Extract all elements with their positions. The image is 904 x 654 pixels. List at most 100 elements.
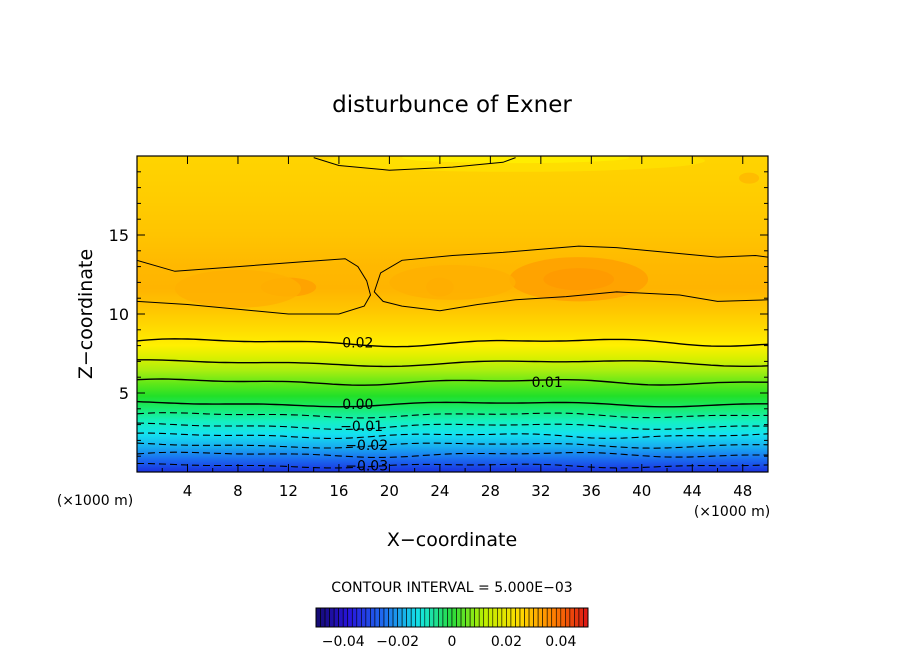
colorbar-swatch	[497, 607, 503, 628]
contour-lines	[137, 157, 768, 469]
contour-label: 0.01	[532, 375, 563, 391]
x-tick-label: 20	[380, 482, 399, 500]
colorbar-swatch	[347, 607, 353, 628]
colorbar-swatch	[351, 607, 358, 628]
x-axis: 4 8 12 16 20 24 28 32 36 40 44 48	[161, 156, 752, 500]
contour-line-negative	[137, 432, 768, 439]
colorbar-swatch	[478, 607, 485, 628]
contour-line	[373, 245, 768, 312]
y-tick-label: 10	[109, 305, 129, 324]
colorbar-swatch	[460, 607, 466, 628]
colorbar-swatch	[397, 607, 403, 628]
colorbar-swatch	[419, 607, 426, 628]
x-tick-label: 44	[683, 482, 702, 500]
colorbar-swatch	[333, 607, 339, 628]
contour-label: −0.01	[340, 419, 383, 435]
x-tick-label: 32	[531, 482, 550, 500]
colorbar-swatch	[524, 607, 530, 628]
x-tick-label: 48	[733, 482, 752, 500]
colorbar-swatch	[560, 607, 566, 628]
colorbar-swatch	[569, 607, 575, 628]
y-axis: 5 10 15	[109, 171, 768, 457]
contour-line-negative	[137, 462, 768, 469]
contour-line-negative	[137, 412, 768, 419]
contour-line	[137, 378, 768, 386]
colorbar-swatch	[583, 607, 589, 628]
x-tick-label: 28	[481, 482, 500, 500]
colorbar-swatch	[519, 607, 525, 628]
colorbar-swatch	[506, 607, 512, 628]
colorbar-swatch	[342, 607, 349, 628]
contour-blob	[543, 268, 615, 291]
colorbar-swatch	[555, 607, 562, 628]
contour-blob	[389, 265, 516, 300]
colorbar-swatch	[447, 607, 453, 628]
colorbar-frame	[315, 607, 589, 628]
colorbar-swatch	[365, 607, 371, 628]
contour-highlights	[174, 156, 760, 308]
y-tick-label: 5	[119, 384, 129, 403]
colorbar-swatch	[406, 607, 412, 628]
plot-area: 0.020.010.00−0.01−0.02−0.03 4 8 12 16 20 24 28…	[109, 155, 769, 500]
contour-line-negative	[137, 442, 768, 449]
colorbar-tick-label: 0	[448, 634, 457, 650]
colorbar-swatch	[515, 607, 521, 628]
colorbar-swatch	[401, 607, 407, 628]
colorbar-swatch	[537, 607, 543, 628]
colorbar-tick-label: −0.04	[322, 634, 365, 650]
contour-labels: 0.02 0.01 0.00 −0.01 −0.02 −0.03	[340, 335, 563, 475]
colorbar-swatch	[315, 607, 321, 628]
colorbar-swatch	[433, 607, 439, 628]
colorbar-swatch	[492, 607, 498, 628]
y-tick-label: 15	[109, 226, 129, 245]
colorbar-swatch	[379, 607, 385, 628]
contour-line	[137, 400, 768, 408]
colorbar-swatch	[469, 607, 475, 628]
colorbar-swatch	[388, 607, 394, 628]
x-unit-right: (×1000 m)	[694, 504, 770, 520]
x-tick-label: 40	[632, 482, 651, 500]
colorbar-swatch	[329, 607, 335, 628]
colorbar-swatch	[374, 607, 380, 628]
colorbar-swatch	[474, 607, 480, 628]
colorbar-swatch	[528, 607, 534, 628]
x-tick-label: 16	[329, 482, 348, 500]
contour-line	[313, 157, 516, 171]
colorbar-swatch	[338, 607, 344, 628]
colorbar-swatch	[370, 607, 376, 628]
contour-line	[137, 338, 768, 348]
contour-interval: CONTOUR INTERVAL = 5.000E−03	[331, 580, 572, 596]
x-tick-label: 12	[279, 482, 298, 500]
contour-blob	[738, 172, 760, 184]
colorbar-swatch	[324, 607, 330, 628]
contour-line-negative	[137, 422, 768, 430]
contour-fill	[137, 156, 768, 472]
contour-label: −0.03	[345, 459, 388, 475]
colorbar-swatch	[542, 607, 548, 628]
colorbar-swatch	[574, 607, 580, 628]
contour-line	[137, 359, 768, 368]
colorbar-tick-labels: −0.04 −0.02 0 0.02 0.04	[322, 634, 577, 650]
x-tick-label: 36	[582, 482, 601, 500]
colorbar-swatch	[356, 607, 362, 628]
colorbar-swatch	[415, 607, 421, 628]
x-tick-label: 4	[183, 482, 193, 500]
colorbar-swatch	[383, 607, 389, 628]
contour-label: 0.00	[342, 397, 373, 413]
x-unit-left: (×1000 m)	[57, 493, 133, 509]
colorbar-swatch	[438, 607, 444, 628]
colorbar-swatch	[465, 607, 471, 628]
contour-line-negative	[137, 451, 768, 458]
colorbar-swatch	[578, 607, 584, 628]
colorbar-swatch	[451, 607, 457, 628]
chart-title: disturbunce of Exner	[332, 92, 572, 118]
colorbar-swatch	[483, 607, 489, 628]
y-axis-label: Z−coordinate	[75, 249, 97, 379]
colorbar-swatch	[392, 607, 398, 628]
colorbar-swatch	[320, 607, 326, 628]
x-axis-label: X−coordinate	[387, 529, 517, 551]
contour-blob	[402, 156, 630, 164]
colorbar-swatch	[533, 607, 539, 628]
contour-line	[137, 258, 372, 315]
